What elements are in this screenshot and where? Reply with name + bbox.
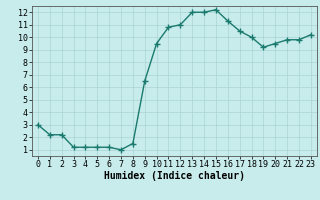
X-axis label: Humidex (Indice chaleur): Humidex (Indice chaleur) (104, 171, 245, 181)
